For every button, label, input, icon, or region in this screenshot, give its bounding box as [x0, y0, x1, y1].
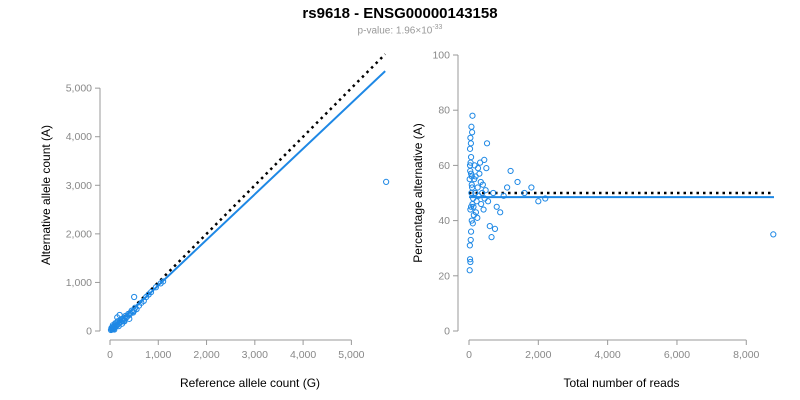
data-point — [481, 156, 488, 163]
data-point — [467, 154, 475, 161]
data-point — [469, 129, 476, 136]
y-tick-label: 5,000 — [66, 83, 92, 95]
y-tick-label: 3,000 — [66, 180, 92, 192]
data-point — [480, 206, 487, 213]
x-tick-label: 6,000 — [664, 349, 690, 361]
data-point — [474, 184, 481, 191]
x-axis-title: Reference allele count (G) — [180, 376, 320, 390]
data-point — [483, 165, 490, 172]
data-point — [470, 203, 477, 210]
y-tick-label: 0 — [86, 326, 92, 338]
y-tick-label: 4,000 — [66, 131, 92, 143]
x-tick-label: 1,000 — [145, 349, 171, 361]
data-point — [467, 258, 474, 266]
data-point — [468, 181, 475, 188]
x-tick-label: 0 — [107, 349, 113, 361]
x-tick-label: 0 — [466, 349, 472, 361]
data-point — [482, 187, 489, 194]
data-point — [504, 184, 511, 191]
regression-fit-line — [109, 70, 386, 332]
data-point — [152, 284, 159, 291]
pvalue-exponent: -33 — [432, 24, 443, 31]
data-point — [528, 184, 535, 191]
data-point — [467, 134, 474, 141]
data-point — [486, 223, 493, 230]
y-tick-label: 40 — [438, 215, 450, 227]
data-point — [469, 112, 476, 119]
data-point — [160, 278, 167, 285]
x-tick-label: 2,000 — [193, 349, 219, 361]
y-tick-label: 2,000 — [66, 228, 92, 240]
data-point — [383, 178, 390, 185]
x-tick-label: 8,000 — [733, 349, 759, 361]
data-point — [468, 217, 475, 224]
data-point — [466, 242, 473, 249]
x-tick-label: 4,000 — [594, 349, 620, 361]
data-point — [131, 293, 138, 301]
data-point — [535, 198, 542, 205]
data-point — [521, 189, 528, 197]
data-point — [467, 140, 475, 147]
x-tick-label: 3,000 — [242, 349, 268, 361]
data-point — [484, 198, 492, 205]
data-point — [507, 167, 514, 175]
data-point — [476, 159, 484, 166]
data-point — [467, 228, 475, 235]
data-point — [466, 256, 474, 263]
y-axis-title: Percentage alternative (A) — [411, 123, 425, 262]
data-point — [114, 314, 121, 321]
data-point — [497, 209, 504, 216]
chart-title: rs9618 - ENSG00000143158 — [302, 5, 498, 22]
data-point — [483, 140, 491, 147]
data-point — [126, 315, 133, 322]
data-point — [542, 195, 549, 202]
data-point — [477, 178, 484, 186]
x-tick-label: 4,000 — [290, 349, 316, 361]
data-point — [490, 189, 497, 197]
percentage-alternative-scatter-panel: 0 20 40 60 80 100 0 2,000 4,000 6,000 8,000 Total n… — [411, 50, 777, 390]
data-point — [493, 203, 500, 210]
data-point — [474, 165, 482, 172]
data-point — [147, 289, 155, 296]
x-axis-title: Total number of reads — [563, 376, 679, 390]
data-point — [474, 214, 481, 221]
data-point — [466, 162, 474, 169]
data-point — [478, 200, 485, 208]
y-tick-label: 100 — [432, 50, 450, 62]
data-point — [488, 234, 495, 241]
data-point — [468, 173, 475, 180]
data-point — [467, 203, 475, 210]
data-point — [469, 220, 476, 227]
y-tick-label: 80 — [438, 105, 450, 117]
data-point — [491, 225, 499, 232]
data-point — [514, 178, 521, 186]
pvalue-text: p-value: 1.96×10 — [357, 25, 433, 37]
x-tick-label: 2,000 — [525, 349, 551, 361]
data-point — [111, 326, 118, 333]
data-point — [500, 192, 507, 199]
pvalue-subtitle: p-value: 1.96×10-33 — [0, 24, 800, 36]
y-tick-label: 1,000 — [66, 277, 92, 289]
data-point — [466, 145, 474, 152]
x-tick-label: 5,000 — [338, 349, 364, 361]
data-point — [467, 236, 474, 244]
y-tick-label: 20 — [438, 270, 450, 282]
data-point — [770, 231, 777, 238]
y-tick-label: 60 — [438, 160, 450, 172]
allele-count-scatter-panel: 0 1,000 2,000 3,000 4,000 5,000 0 1,000 2,000 3,0… — [39, 53, 390, 390]
y-axis-title: Alternative allele count (A) — [39, 125, 53, 265]
data-point — [466, 267, 473, 274]
data-point — [467, 170, 475, 177]
data-point — [468, 123, 475, 130]
data-point — [473, 198, 480, 205]
data-point — [472, 173, 479, 180]
y-tick-label: 0 — [444, 326, 450, 338]
